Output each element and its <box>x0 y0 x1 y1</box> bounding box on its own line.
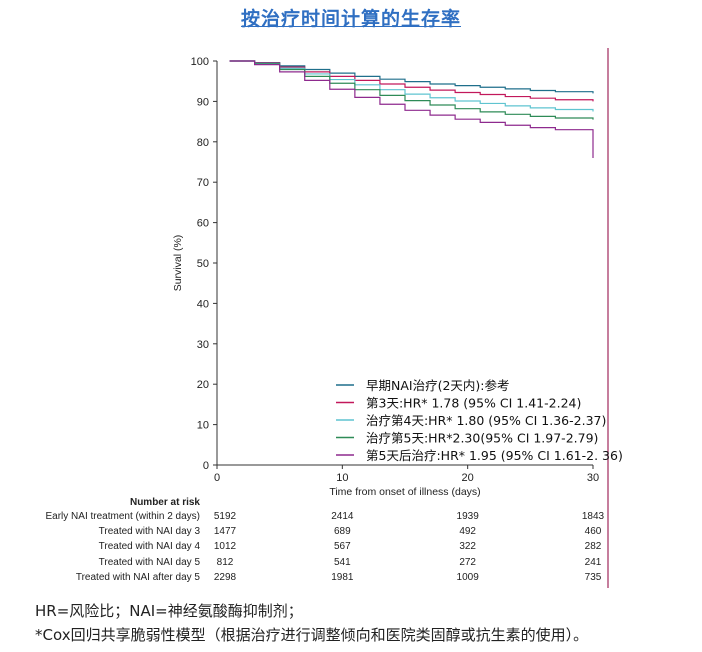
risk-cell: 492 <box>459 526 476 538</box>
risk-cell: 1012 <box>213 541 237 553</box>
y-axis-label: Survival (%) <box>172 235 184 292</box>
y-tick-label: 20 <box>197 379 209 391</box>
y-tick-label: 10 <box>197 420 209 432</box>
risk-cell: 322 <box>459 541 476 553</box>
risk-cell: 5192 <box>213 511 237 522</box>
risk-table-title: Number at risk <box>129 497 200 508</box>
series-line-5 <box>229 60 594 158</box>
risk-row-label: Treated with NAI day 5 <box>98 556 200 568</box>
y-tick-label: 70 <box>197 177 209 189</box>
risk-cell: 282 <box>584 541 602 553</box>
y-tick-label: 40 <box>197 298 209 310</box>
risk-row-label: Early NAI treatment (within 2 days) <box>45 511 201 522</box>
risk-cell: 1939 <box>456 511 479 522</box>
y-tick-label: 100 <box>191 56 209 68</box>
y-tick-label: 0 <box>203 460 209 472</box>
y-tick-label: 30 <box>197 339 209 351</box>
series-line-3 <box>229 60 594 112</box>
x-tick-label: 30 <box>587 472 599 484</box>
risk-cell: 1009 <box>456 571 479 583</box>
risk-cell: 1843 <box>581 511 605 522</box>
y-tick-label: 50 <box>197 258 209 270</box>
series-line-4 <box>229 60 594 120</box>
risk-cell: 689 <box>333 526 351 538</box>
x-axis-label: Time from onset of illness (days) <box>329 486 480 498</box>
risk-row-label: Treated with NAI after day 5 <box>75 571 200 583</box>
risk-row-label: Treated with NAI day 4 <box>98 541 200 553</box>
y-tick-label: 90 <box>197 96 209 108</box>
risk-cell: 272 <box>459 556 476 568</box>
legend-label-2: 第3天:HR* 1.78 (95% CI 1.41-2.24) <box>366 396 581 411</box>
series-line-2 <box>229 60 594 102</box>
series-line-1 <box>229 60 594 94</box>
risk-cell: 567 <box>333 541 351 553</box>
risk-cell: 541 <box>333 556 351 568</box>
legend-label-1: 早期NAI治疗(2天内):参考 <box>366 378 510 393</box>
legend-label-3: 治疗第4天:HR* 1.80 (95% CI 1.36-2.37) <box>366 413 606 428</box>
risk-cell: 812 <box>216 556 234 568</box>
risk-cell: 735 <box>584 571 602 583</box>
risk-cell: 1981 <box>331 571 354 583</box>
risk-row-label: Treated with NAI day 3 <box>98 526 200 538</box>
y-tick-label: 60 <box>197 218 209 230</box>
risk-cell: 1477 <box>213 526 237 538</box>
x-tick-label: 10 <box>336 472 348 484</box>
y-tick-label: 80 <box>197 137 209 149</box>
x-tick-label: 0 <box>214 472 220 484</box>
risk-cell: 241 <box>584 556 602 568</box>
risk-cell: 2414 <box>331 511 354 522</box>
risk-cell: 2298 <box>213 571 237 583</box>
risk-cell: 460 <box>584 526 602 538</box>
page-title: 按治疗时间计算的生存率 <box>240 8 461 30</box>
legend-label-4: 治疗第5天:HR*2.30(95% CI 1.97-2.79) <box>366 431 598 446</box>
footnote-abbreviations: HR=风险比；NAI=神经氨酸酶抑制剂； <box>35 602 303 620</box>
legend-label-5: 第5天后治疗:HR* 1.95 (95% CI 1.61-2. 36) <box>366 448 623 463</box>
footnote-model: *Cox回归共享脆弱性模型（根据治疗进行调整倾向和医院类固醇或抗生素的使用）。 <box>35 626 589 644</box>
x-tick-label: 20 <box>462 472 474 484</box>
